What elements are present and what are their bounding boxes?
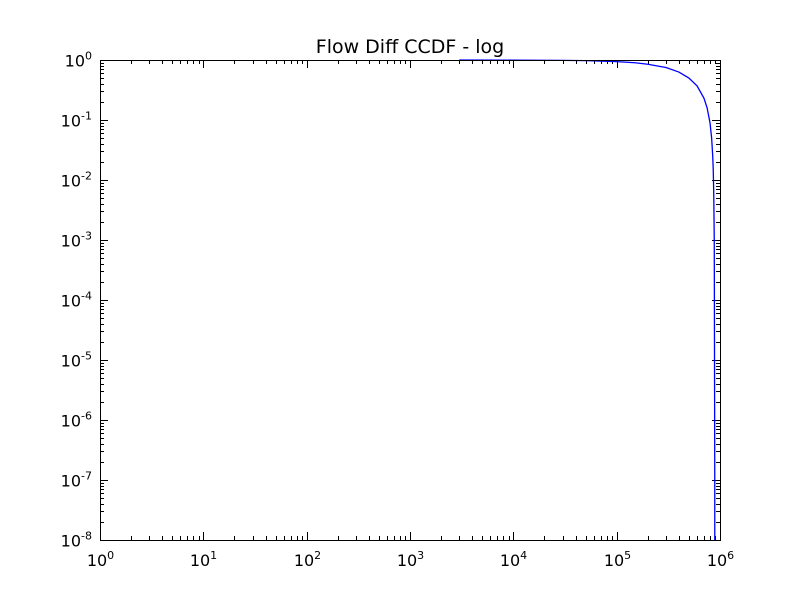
tick-labels-layer: 100 101 102 103 104 105 106 100 10-1 10-2 10-3 10-4… (61, 50, 735, 571)
x-tick-label: 103 (397, 549, 424, 570)
x-tick-label: 100 (87, 549, 114, 570)
x-tick-label: 105 (604, 549, 631, 570)
x-tick-label: 104 (500, 549, 527, 570)
chart-title: Flow Diff CCDF - log (316, 36, 504, 58)
y-tick-label: 10-3 (61, 230, 92, 251)
y-tick-label: 10-7 (61, 470, 92, 491)
y-tick-label: 10-5 (61, 350, 92, 371)
ticks-layer (100, 60, 721, 541)
y-tick-label: 10-8 (61, 530, 92, 551)
y-tick-label: 10-1 (61, 110, 92, 131)
y-tick-label: 100 (65, 50, 92, 71)
series-line-0 (459, 59, 716, 540)
x-tick-label: 101 (190, 549, 217, 570)
y-tick-label: 10-4 (61, 290, 92, 311)
y-tick-label: 10-2 (61, 170, 92, 191)
x-tick-label: 106 (707, 549, 734, 570)
x-tick-label: 102 (294, 549, 321, 570)
plot-frame (100, 60, 721, 541)
series-layer (459, 59, 716, 540)
y-tick-label: 10-6 (61, 410, 92, 431)
